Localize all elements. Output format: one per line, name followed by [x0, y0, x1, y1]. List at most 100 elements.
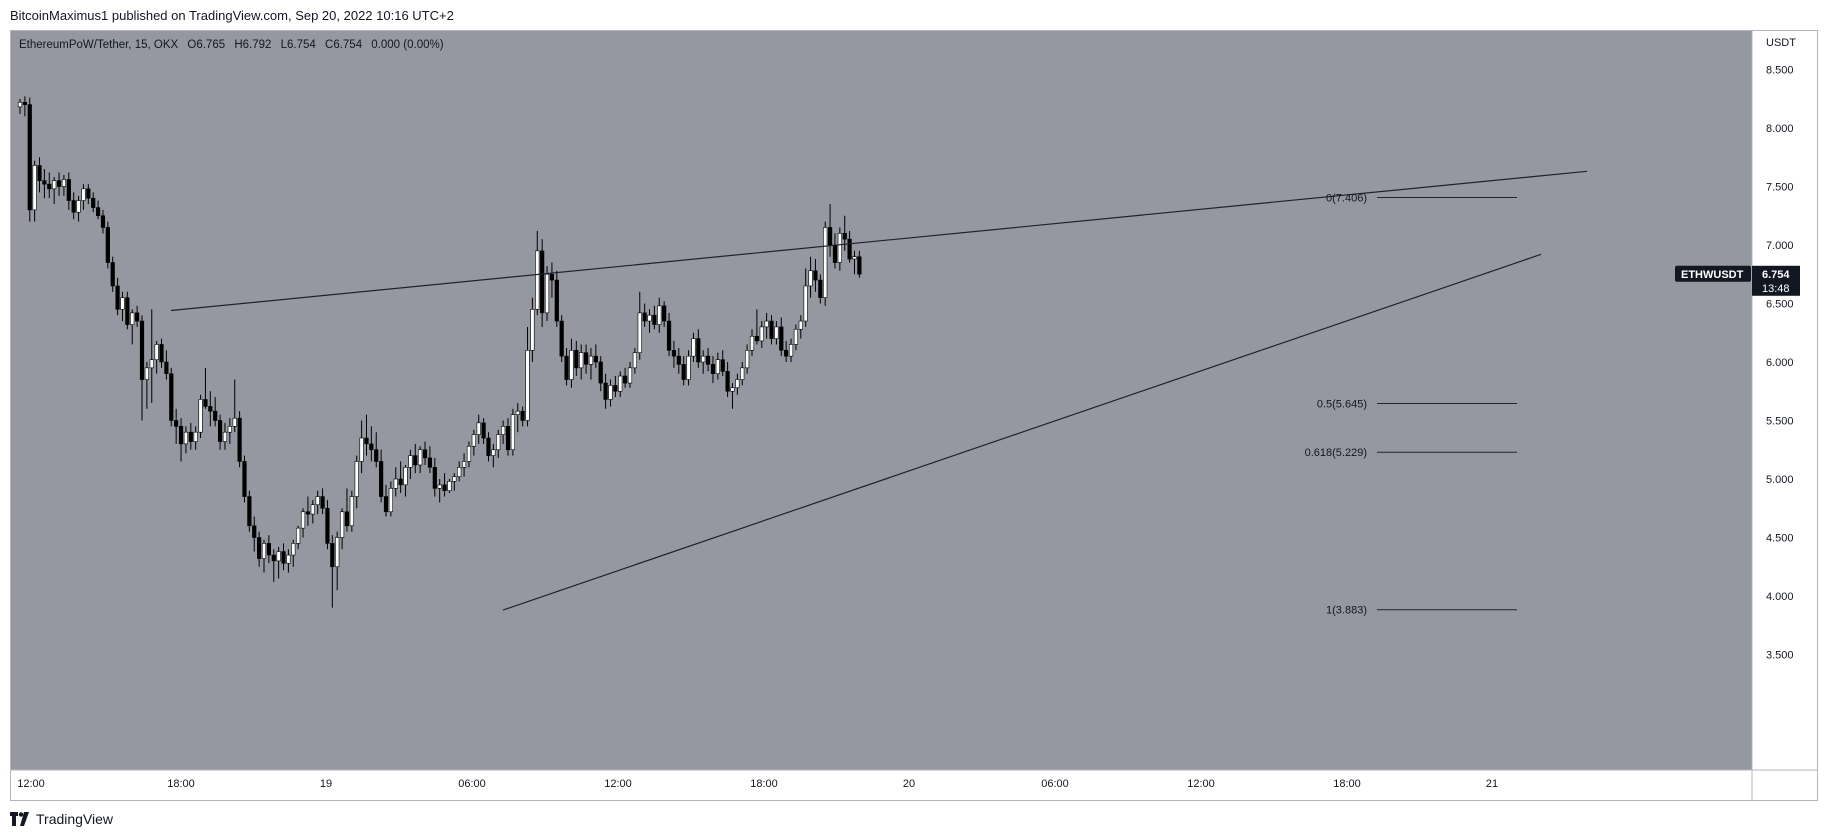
candle-up — [461, 461, 467, 468]
candle-down — [720, 359, 725, 372]
trendline — [502, 253, 1542, 611]
candle-down — [174, 420, 179, 427]
candle-up — [701, 355, 706, 363]
price-tick-label: 4.000 — [1766, 591, 1794, 603]
ticker-tag: ETHWUSDT — [1681, 269, 1744, 281]
legend-close-label: C — [325, 39, 333, 51]
candle-up — [476, 422, 481, 435]
candle-up — [335, 537, 340, 568]
candle-down — [164, 361, 169, 374]
chart-panel[interactable]: 0(7.406) 0.5(5.645) 0.618(5.229) 1(3.883) 8… — [10, 30, 1818, 801]
candle-up — [530, 309, 535, 351]
candle-down — [252, 525, 257, 538]
candle-up — [193, 431, 198, 442]
trendline — [170, 170, 1588, 312]
candle-down — [442, 484, 447, 492]
candle-up — [120, 297, 125, 310]
candle-up — [715, 359, 720, 375]
candle-up — [222, 431, 228, 442]
currency-label: USDT — [1766, 37, 1796, 49]
candle-up — [510, 414, 515, 451]
candle-down — [369, 443, 374, 451]
candle-up — [471, 434, 476, 447]
candle-down — [271, 554, 276, 562]
legend-low-value: 6.754 — [287, 39, 316, 51]
candle-down — [754, 335, 759, 342]
candle-down — [554, 279, 559, 322]
candle-down — [769, 320, 774, 339]
candle-up — [535, 250, 540, 310]
price-tag-value: 6.754 — [1762, 269, 1790, 281]
candle-down — [320, 496, 325, 509]
candle-up — [437, 484, 442, 489]
legend-close-value: 6.754 — [333, 39, 362, 51]
candle-down — [71, 200, 76, 213]
candle-up — [183, 431, 189, 445]
candle-down — [56, 180, 62, 187]
candle-up — [774, 326, 779, 339]
candle-down — [42, 180, 47, 185]
candle-down — [364, 437, 369, 445]
price-axis[interactable]: 8.500 8.000 7.500 7.000 6.500 6.000 5.500 5.000… — [1766, 65, 1794, 662]
legend-high-value: 6.792 — [243, 39, 272, 51]
candle-down — [257, 537, 262, 559]
candle-up — [588, 355, 594, 365]
candle-down — [505, 426, 511, 451]
candle-down — [540, 250, 545, 314]
candlestick-chart[interactable]: 0(7.406) 0.5(5.645) 0.618(5.229) 1(3.883) 8… — [11, 31, 1817, 800]
candle-down — [237, 417, 242, 462]
candle-down — [135, 312, 140, 322]
candle-up — [149, 359, 154, 369]
candle-up — [32, 165, 37, 211]
candle-down — [725, 371, 730, 392]
candle-down — [247, 496, 252, 527]
candle-up — [61, 179, 67, 187]
candle-down — [593, 355, 598, 363]
candle-down — [705, 355, 711, 365]
candle-down — [681, 364, 686, 380]
candles-group — [17, 96, 862, 608]
time-tick-label: 06:00 — [1041, 778, 1069, 790]
candle-up — [735, 379, 740, 389]
candle-down — [169, 373, 174, 421]
candle-up — [793, 328, 799, 345]
candle-down — [652, 314, 657, 325]
time-tick-label: 18:00 — [167, 778, 195, 790]
candle-down — [422, 449, 428, 459]
time-tick-label: 06:00 — [458, 778, 486, 790]
candle-up — [837, 233, 842, 263]
candle-up — [608, 385, 613, 400]
candle-up — [803, 285, 808, 322]
candle-down — [671, 349, 677, 357]
candle-down — [105, 227, 110, 263]
candle-up — [740, 367, 745, 380]
legend-high-label: H — [234, 39, 242, 51]
candle-up — [525, 349, 530, 421]
candle-down — [344, 511, 350, 527]
candle-down — [598, 361, 603, 384]
candle-down — [559, 320, 564, 357]
ticker-tag-bg — [1675, 265, 1751, 282]
plot-area[interactable] — [11, 31, 1752, 770]
candle-up — [496, 434, 501, 451]
candle-up — [418, 449, 423, 466]
time-axis[interactable]: 12:00 18:00 19 06:00 12:00 18:00 20 06:00 12:00 1… — [17, 778, 1498, 790]
candle-down — [266, 543, 271, 556]
candle-up — [291, 543, 296, 556]
candle-up — [300, 511, 306, 529]
time-tick-label: 19 — [320, 778, 332, 790]
candle-up — [296, 527, 301, 544]
candle-down — [813, 270, 818, 281]
candle-up — [286, 554, 291, 564]
candle-up — [130, 312, 135, 325]
candle-down — [383, 496, 389, 513]
candle-down — [125, 297, 130, 325]
candle-down — [413, 455, 418, 466]
candle-up — [408, 455, 413, 468]
time-tick-label: 20 — [903, 778, 915, 790]
price-tick-label: 8.500 — [1766, 65, 1794, 77]
candle-up — [627, 367, 633, 384]
price-tick-label: 6.000 — [1766, 357, 1794, 369]
candle-down — [91, 197, 96, 208]
candle-up — [579, 352, 584, 369]
